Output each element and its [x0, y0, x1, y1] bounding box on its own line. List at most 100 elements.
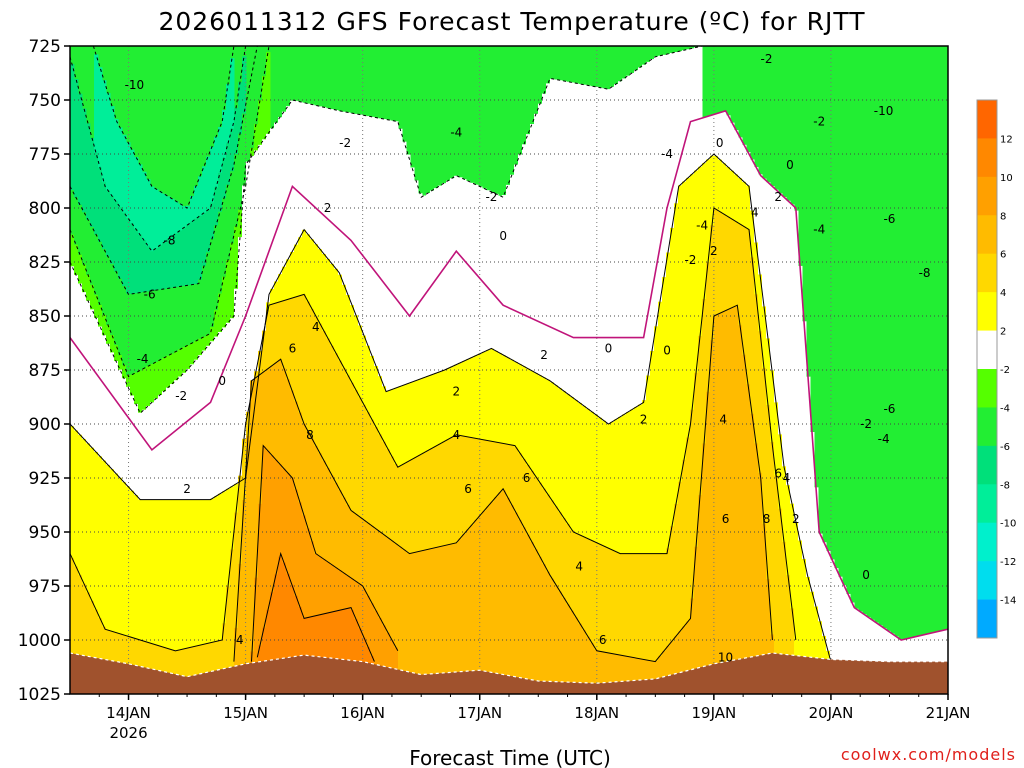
y-tick-label: 1000	[18, 631, 61, 651]
contour-label: 2	[640, 413, 648, 427]
x-tick-label: 17JAN	[457, 704, 502, 722]
colorbar-tick-label: -2	[1000, 365, 1010, 376]
colorbar: 12 10 8 6 4 2 -2 -4 -6 -8 -10 -12 -14	[976, 99, 1016, 639]
y-tick-label: 725	[29, 37, 61, 57]
contour-label: 6	[464, 482, 472, 496]
colorbar-tick-label: 6	[1000, 250, 1006, 261]
contour-label: 4	[751, 205, 759, 219]
contour-label: -2	[761, 52, 773, 66]
contour-label: 6	[599, 633, 607, 647]
y-axis-ticks: 725 750 775 800 825 850 875 900 925 950 975 1000 102…	[18, 37, 70, 705]
contour-label: 2	[792, 512, 800, 526]
y-tick-label: 900	[29, 415, 61, 435]
contour-label: 10	[718, 650, 733, 664]
x-tick-sublabel: 2026	[109, 724, 147, 742]
colorbar-tick-label: 2	[1000, 327, 1006, 338]
y-tick-label: 800	[29, 199, 61, 219]
contour-lines	[70, 46, 948, 663]
contour-label: -10	[874, 104, 894, 118]
colorbar-tick-label: 4	[1000, 288, 1006, 299]
y-tick-label: 975	[29, 577, 61, 597]
contour-label: 2	[710, 244, 718, 258]
contour-label: -2	[860, 417, 872, 431]
colorbar-swatch	[977, 561, 997, 601]
y-tick-label: 775	[29, 145, 61, 165]
contour-label: 4	[452, 428, 460, 442]
y-tick-label: 875	[29, 361, 61, 381]
colorbar-tick-label: 8	[1000, 211, 1006, 222]
x-tick-label: 19JAN	[691, 704, 736, 722]
contour-label: -4	[450, 125, 462, 139]
colorbar-tick-label: -4	[1000, 403, 1010, 414]
contour-label: 0	[716, 136, 724, 150]
plot-area	[70, 46, 948, 694]
contour-label: -6	[144, 287, 156, 301]
colorbar-tick-label: -14	[1000, 596, 1016, 607]
colorbar-swatch	[977, 369, 997, 408]
contour-label: -8	[164, 233, 176, 247]
contour-label: 0	[499, 229, 507, 243]
contour-label: 6	[722, 512, 730, 526]
isotherm--2	[70, 46, 703, 415]
contour-label: 0	[786, 158, 794, 172]
colorbar-tick-label: 10	[1000, 173, 1013, 184]
colorbar-swatch	[977, 253, 997, 293]
x-axis-ticks: 14JAN 2026 15JAN 16JAN 17JAN 18JAN 19JAN 20JAN 2…	[98, 694, 970, 742]
colorbar-swatch	[977, 330, 997, 370]
contour-label: 6	[774, 467, 782, 481]
isotherm--10	[92, 46, 235, 209]
y-tick-label: 850	[29, 307, 61, 327]
isotherm-6	[233, 304, 773, 663]
contour-label: 0	[862, 568, 870, 582]
contour-label: -2	[684, 253, 696, 267]
contour-label: 6	[289, 341, 297, 355]
contour-labels: -10 -8 -6 -4 -2 0 2 4 -2 2 4 6 8 -4 -2 0 2 2 4 6 6 4 6 0 2 -4 -4 -2…	[125, 52, 931, 664]
colorbar-tick-label: -6	[1000, 442, 1010, 453]
contour-label: 8	[306, 428, 314, 442]
colorbar-swatch	[977, 522, 997, 562]
contour-label: 4	[236, 633, 244, 647]
credit-text: coolwx.com/models	[841, 745, 1016, 764]
contour-label: 6	[523, 471, 531, 485]
colorbar-swatch	[977, 599, 997, 639]
ground-surface	[70, 652, 948, 694]
isotherm-0	[70, 109, 948, 641]
contour-label: 2	[452, 385, 460, 399]
x-tick-label: 20JAN	[809, 704, 854, 722]
contour-label: -8	[919, 266, 931, 280]
contour-label: 4	[575, 560, 583, 574]
isotherm-8	[251, 444, 399, 662]
contour-label: 2	[324, 201, 332, 215]
colorbar-swatch	[977, 100, 997, 139]
contour-label: 8	[763, 512, 771, 526]
y-tick-label: 1025	[18, 685, 61, 705]
contour-label: -4	[137, 352, 149, 366]
colorbar-swatch	[977, 292, 997, 332]
y-tick-label: 750	[29, 91, 61, 111]
y-tick-label: 925	[29, 469, 61, 489]
contour-label: -4	[813, 223, 825, 237]
contour-label: -6	[883, 402, 895, 416]
contour-label: 2	[183, 482, 191, 496]
contour-label: 0	[218, 374, 226, 388]
isotherm-10	[256, 551, 375, 662]
colorbar-swatch	[977, 484, 997, 524]
colorbar-swatch	[977, 445, 997, 485]
contour-label: -2	[485, 190, 497, 204]
colorbar-tick-label: -10	[1000, 519, 1016, 530]
y-tick-label: 950	[29, 523, 61, 543]
colorbar-swatch	[977, 138, 997, 178]
contour-label: -4	[878, 432, 890, 446]
contour-label: -2	[813, 115, 825, 129]
isotherm--6	[70, 46, 258, 295]
contour-label: 4	[312, 320, 320, 334]
ground-fill	[70, 652, 948, 694]
y-tick-label: 825	[29, 253, 61, 273]
colorbar-tick-label: 12	[1000, 134, 1013, 145]
contour-label: 4	[719, 413, 727, 427]
colorbar-swatch	[977, 176, 997, 216]
x-tick-label: 15JAN	[223, 704, 268, 722]
x-tick-label: 14JAN	[106, 704, 151, 722]
x-tick-label: 18JAN	[574, 704, 619, 722]
